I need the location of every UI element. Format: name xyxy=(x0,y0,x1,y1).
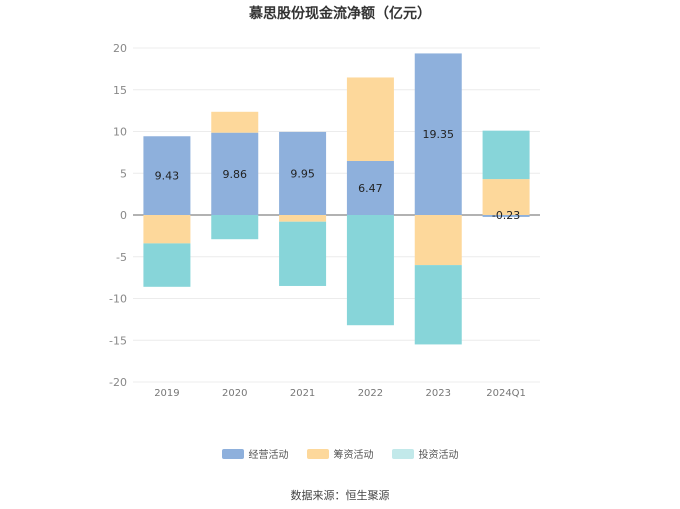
bar-segment xyxy=(143,243,191,287)
bar-segment xyxy=(346,215,394,326)
bar-segment xyxy=(211,215,259,240)
bar-segment xyxy=(414,215,462,266)
legend-item-financing[interactable]: 筹资活动 xyxy=(306,446,374,461)
x-tick-label: 2023 xyxy=(426,388,451,399)
bar-data-label: 9.95 xyxy=(290,167,315,180)
data-source: 数据来源：恒生聚源 xyxy=(290,489,390,502)
bar-segment xyxy=(279,221,327,286)
x-tick-label: 2022 xyxy=(358,388,383,399)
y-tick-label: 15 xyxy=(113,84,127,97)
y-tick-label: -20 xyxy=(109,376,127,389)
legend-item-operating[interactable]: 经营活动 xyxy=(221,446,289,461)
bar-segment xyxy=(143,136,191,215)
chart-title: 慕思股份现金流净额（亿元） xyxy=(249,6,431,22)
bar-segment xyxy=(143,215,191,244)
legend-item-investing[interactable]: 投资活动 xyxy=(391,446,459,461)
bar-data-label: -0.23 xyxy=(492,209,520,222)
bar-segment xyxy=(211,111,259,133)
bar-segment xyxy=(211,132,259,215)
bar-data-label: 9.86 xyxy=(223,168,248,181)
y-tick-label: 0 xyxy=(120,209,127,222)
x-tick-label: 2021 xyxy=(290,388,315,399)
bar-segment xyxy=(414,265,462,345)
x-tick-label: 2019 xyxy=(154,388,179,399)
grid-layer xyxy=(133,47,540,383)
bar-segment xyxy=(482,215,530,217)
bar-data-label: 19.35 xyxy=(423,128,455,141)
chart-plot: 9.43 9.86 9.95 6.47 19.35 -0.23 20 15 10 5 0 -5 -10… xyxy=(109,42,540,399)
y-tick-label: -5 xyxy=(116,251,127,264)
label-layer: 9.43 9.86 9.95 6.47 19.35 -0.23 xyxy=(155,128,521,222)
bar-segment xyxy=(414,53,462,215)
x-tick-label: 2024Q1 xyxy=(486,388,526,399)
bar-segment xyxy=(279,215,327,222)
bar-segment xyxy=(482,130,530,180)
bar-data-label: 9.43 xyxy=(155,170,180,183)
y-tick-label: 5 xyxy=(120,167,127,180)
y-tick-label: 20 xyxy=(113,42,127,55)
bar-data-label: 6.47 xyxy=(358,182,383,195)
y-tick-label: -10 xyxy=(109,293,127,306)
y-tick-label: -15 xyxy=(109,334,127,347)
bar-layer xyxy=(143,53,530,345)
bar-segment xyxy=(279,131,327,215)
x-tick-label: 2020 xyxy=(222,388,247,399)
y-tick-label: 10 xyxy=(113,126,127,139)
bar-segment xyxy=(482,179,530,215)
legend-swatch-investing xyxy=(391,448,414,459)
bar-segment xyxy=(346,77,394,161)
legend-swatch-financing xyxy=(306,448,329,459)
legend-label-investing: 投资活动 xyxy=(418,450,459,461)
legend: 经营活动 筹资活动 投资活动 xyxy=(0,446,680,461)
legend-swatch-operating xyxy=(221,448,244,459)
bar-segment xyxy=(346,160,394,215)
legend-label-financing: 筹资活动 xyxy=(333,450,374,461)
legend-label-operating: 经营活动 xyxy=(248,450,289,461)
axis-layer: 20 15 10 5 0 -5 -10 -15 -20 2019 2020 2021 2022 2023 2… xyxy=(109,42,526,399)
